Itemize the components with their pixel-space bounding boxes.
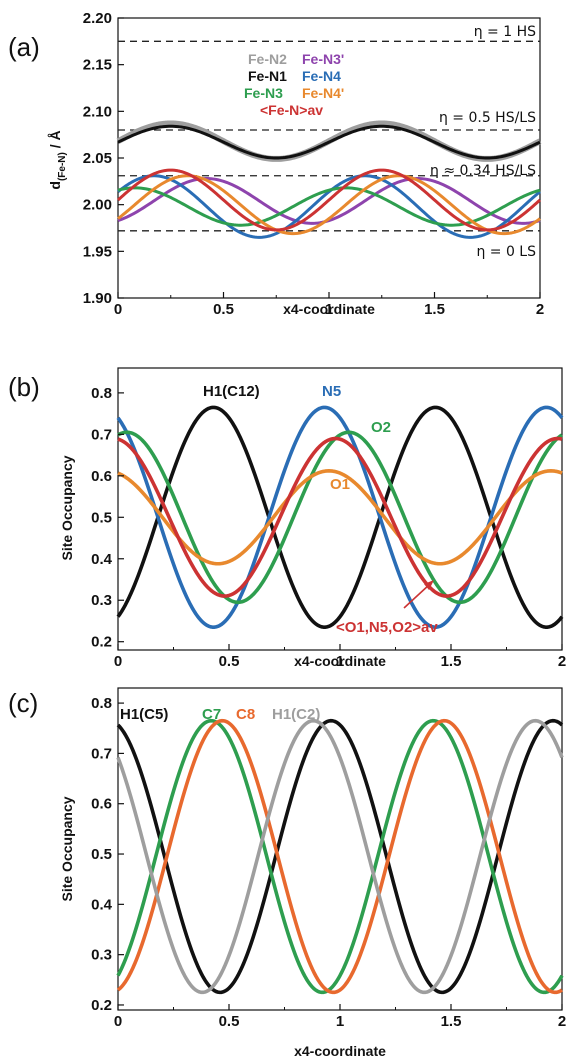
series-label-c7: C7 xyxy=(202,706,221,723)
y-tick-label: 2.15 xyxy=(83,57,112,74)
x-tick-label: 1.5 xyxy=(441,1013,462,1030)
series-label-h1-c12: H1(C12) xyxy=(203,383,260,400)
y-tick-label: 2.10 xyxy=(83,103,112,120)
y-tick-label: 2.05 xyxy=(83,150,112,167)
y-tick-label: 0.4 xyxy=(91,896,113,913)
series-line-fe-n3 xyxy=(117,177,541,225)
y-tick-label: 0.8 xyxy=(91,695,112,712)
series-line-fe-n1 xyxy=(117,124,541,160)
ref-label-half: η = 0.5 HS/LS xyxy=(439,110,536,126)
legend-fe-n3: Fe-N3 xyxy=(244,85,283,101)
legend-fe-n2: Fe-N2 xyxy=(248,51,287,67)
x-ticks-b: 0 0.5 1 1.5 2 xyxy=(114,644,566,670)
series-label-n5: N5 xyxy=(322,383,341,400)
series-line-o1 xyxy=(117,469,563,566)
x-tick-label: 0.5 xyxy=(219,653,240,670)
series-label-h1-c2: H1(C2) xyxy=(272,706,320,723)
annotation-arrow-line xyxy=(403,583,431,609)
x-tick-label: 2 xyxy=(558,1013,566,1030)
y-tick-label: 2.00 xyxy=(83,197,112,214)
legend-fe-n-av: <Fe-N>av xyxy=(260,102,323,118)
x-tick-label: 2 xyxy=(558,653,566,670)
x-tick-label: 1 xyxy=(336,653,344,670)
series-group-c xyxy=(116,718,564,995)
x-axis-title-b: x4-coordinate xyxy=(294,653,386,669)
legend-fe-n4: Fe-N4 xyxy=(302,68,341,84)
panel-label-a: (a) xyxy=(8,32,40,62)
y-axis-title-c: Site Occupancy xyxy=(59,796,75,901)
y-axis-title-a: d(Fe-N) / Å xyxy=(47,130,68,189)
y-tick-label: 0.3 xyxy=(91,947,112,964)
x-ticks-a: 0 0.5 1 1.5 2 xyxy=(114,292,544,318)
y-ticks-a: 1.90 1.95 2.00 2.05 2.10 2.15 2.20 xyxy=(83,10,124,307)
series-line-c8 xyxy=(116,718,563,995)
annotation-arrow-head xyxy=(424,580,434,590)
panel-b: (b) 0.2 0.3 0.4 0.5 0.6 0.7 0.8 0 0.5 1 1.5 2 H1(C… xyxy=(8,367,566,670)
reference-lines-a xyxy=(118,40,540,232)
panel-label-c: (c) xyxy=(8,688,38,718)
y-axis-title-b: Site Occupancy xyxy=(59,455,75,560)
x-tick-label: 1.5 xyxy=(441,653,462,670)
y-axis-title-a-unit: / Å xyxy=(47,130,63,152)
series-line-h1-c2 xyxy=(116,718,564,995)
ref-label-hs: η = 1 HS xyxy=(474,24,536,40)
annotation-average-label: <O1,N5,O2>av xyxy=(336,619,438,636)
legend-a: Fe-N2 Fe-N3' Fe-N1 Fe-N4 Fe-N3 Fe-N4' <F… xyxy=(244,51,344,118)
legend-fe-n4-prime: Fe-N4' xyxy=(302,85,344,101)
y-tick-label: 0.2 xyxy=(91,634,112,651)
series-line-h1-c5 xyxy=(116,718,564,995)
series-label-h1-c5: H1(C5) xyxy=(120,706,168,723)
y-axis-title-a-sub: (Fe-N) xyxy=(57,152,68,181)
panel-c: (c) 0.2 0.3 0.4 0.5 0.6 0.7 0.8 0 0.5 1 1.5 2 H1(C… xyxy=(8,687,566,1059)
x-tick-label: 1 xyxy=(325,301,333,318)
series-group-a xyxy=(116,120,542,239)
ref-label-ls: η = 0 LS xyxy=(476,244,536,260)
y-axis-title-a-main: d xyxy=(47,181,63,190)
x-tick-label: 1.5 xyxy=(424,301,445,318)
y-tick-label: 0.3 xyxy=(91,592,112,609)
legend-fe-n1: Fe-N1 xyxy=(248,68,287,84)
x-tick-label: 2 xyxy=(536,301,544,318)
series-line-h1-c12 xyxy=(116,405,564,629)
y-tick-label: 0.2 xyxy=(91,997,112,1014)
series-line-o1-n5-o2-av xyxy=(117,436,563,598)
series-line-c7 xyxy=(116,718,564,995)
x-axis-title-a: x4-coordinate xyxy=(283,301,375,317)
panel-label-b: (b) xyxy=(8,372,40,402)
plot-frame-c xyxy=(117,687,563,1011)
y-tick-label: 0.6 xyxy=(91,468,112,485)
svg-text:d(Fe-N) / Å: d(Fe-N) / Å xyxy=(47,130,68,189)
x-tick-label: 0 xyxy=(114,1013,122,1030)
x-tick-label: 0 xyxy=(114,301,122,318)
series-line-fe-n-av xyxy=(117,168,541,232)
y-tick-label: 0.8 xyxy=(91,385,112,402)
y-ticks-b: 0.2 0.3 0.4 0.5 0.6 0.7 0.8 xyxy=(91,385,124,651)
y-tick-label: 1.95 xyxy=(83,243,112,260)
x-tick-label: 1 xyxy=(336,1013,344,1030)
ref-label-034: η ≈ 0.34 HS/LS xyxy=(430,163,536,179)
y-tick-label: 1.90 xyxy=(83,290,112,307)
panel-a: (a) 1.90 1.95 2.00 2.05 2.10 2.15 2.20 0 0.5 1 1.… xyxy=(8,10,544,318)
x-axis-title-c: x4-coordinate xyxy=(294,1043,386,1059)
series-group-b xyxy=(116,405,564,629)
y-ticks-c: 0.2 0.3 0.4 0.5 0.6 0.7 0.8 xyxy=(91,695,124,1014)
y-tick-label: 0.5 xyxy=(91,846,112,863)
series-line-fe-n3 xyxy=(117,186,541,227)
x-tick-label: 0.5 xyxy=(219,1013,240,1030)
y-tick-label: 0.7 xyxy=(91,426,112,443)
series-label-o1: O1 xyxy=(330,476,350,493)
y-tick-label: 0.4 xyxy=(91,551,113,568)
series-label-c8: C8 xyxy=(236,706,255,723)
series-label-o2: O2 xyxy=(371,419,391,436)
x-tick-label: 0.5 xyxy=(213,301,234,318)
y-tick-label: 0.5 xyxy=(91,509,112,526)
series-line-o2 xyxy=(117,430,563,605)
y-tick-label: 0.7 xyxy=(91,745,112,762)
x-tick-label: 0 xyxy=(114,653,122,670)
y-tick-label: 0.6 xyxy=(91,796,112,813)
x-ticks-c: 0 0.5 1 1.5 2 xyxy=(114,1004,566,1030)
y-tick-label: 2.20 xyxy=(83,10,112,27)
legend-fe-n3-prime: Fe-N3' xyxy=(302,51,344,67)
